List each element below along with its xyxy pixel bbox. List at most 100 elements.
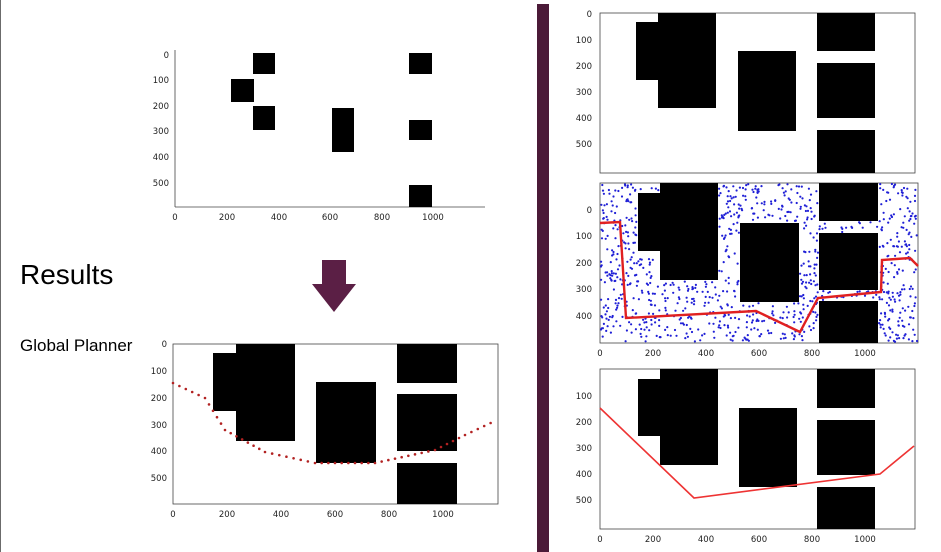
path-dot	[313, 461, 317, 465]
roadmap-dot	[815, 319, 818, 322]
roadmap-dot	[793, 302, 796, 305]
obstacles	[213, 344, 457, 504]
roadmap-dot	[800, 185, 803, 188]
roadmap-dot	[606, 271, 609, 274]
roadmap-dot	[914, 214, 917, 217]
obstacles	[638, 369, 875, 529]
roadmap-dot	[632, 297, 635, 300]
roadmap-dot	[741, 186, 745, 190]
roadmap-dot	[907, 338, 910, 341]
roadmap-dot	[639, 188, 642, 191]
roadmap-dot	[771, 312, 774, 315]
roadmap-dot	[713, 336, 716, 339]
roadmap-dot	[607, 318, 610, 321]
roadmap-dot	[664, 328, 667, 331]
obstacle	[316, 382, 376, 463]
roadmap-dot	[914, 217, 917, 220]
roadmap-dot	[669, 283, 672, 287]
roadmap-dot	[633, 262, 636, 265]
roadmap-dot	[612, 288, 615, 291]
results-title: Results	[20, 259, 114, 290]
path-dot	[333, 461, 337, 465]
roadmap-dot	[912, 328, 915, 331]
roadmap-dot	[620, 195, 624, 198]
roadmap-dot	[600, 298, 603, 301]
roadmap-dot	[600, 203, 603, 206]
roadmap-dot	[686, 285, 689, 288]
x-tick-label: 800	[374, 213, 390, 223]
roadmap-dot	[727, 206, 730, 209]
roadmap-dot	[733, 203, 736, 206]
roadmap-dot	[703, 332, 706, 335]
roadmap-dot	[878, 322, 881, 325]
roadmap-dot	[903, 240, 906, 243]
roadmap-dot	[900, 191, 903, 194]
roadmap-dot	[722, 217, 725, 220]
roadmap-dot	[630, 217, 633, 220]
roadmap-dot	[913, 199, 917, 203]
roadmap-dot	[793, 310, 796, 313]
path-dot	[306, 460, 310, 463]
obstacle	[817, 63, 875, 118]
roadmap-dot	[672, 291, 675, 294]
roadmap-dot	[799, 320, 802, 323]
roadmap-dot	[648, 261, 652, 264]
roadmap-dot	[798, 333, 801, 336]
obstacle	[397, 344, 457, 383]
roadmap-dot	[737, 326, 740, 329]
roadmap-dot	[903, 215, 906, 218]
roadmap-dot	[634, 226, 637, 229]
roadmap-dot	[642, 318, 645, 321]
roadmap-dot	[611, 316, 614, 319]
roadmap-dot	[812, 280, 815, 283]
roadmap-dot	[701, 334, 704, 337]
roadmap-dot	[900, 245, 903, 248]
roadmap-dot	[639, 258, 642, 261]
roadmap-dot	[906, 207, 909, 210]
roadmap-dot	[780, 208, 783, 211]
path-dot	[223, 428, 227, 432]
y-tick-label: 500	[576, 140, 592, 150]
roadmap-dot	[724, 279, 727, 282]
roadmap-dot	[909, 285, 913, 288]
roadmap-dot	[608, 315, 611, 318]
roadmap-dot	[691, 286, 694, 289]
y-tick-label: 100	[153, 76, 169, 86]
roadmap-dot	[631, 309, 634, 312]
roadmap-dot	[728, 227, 731, 230]
x-tick-label: 600	[327, 510, 343, 520]
path-dot	[347, 461, 350, 465]
roadmap-dot	[907, 233, 910, 236]
roadmap-dot	[730, 306, 733, 309]
roadmap-dot	[882, 245, 885, 248]
roadmap-dot	[601, 189, 605, 192]
y-tick-label: 300	[153, 127, 169, 137]
x-tick-label: 0	[172, 213, 177, 223]
roadmap-dot	[650, 275, 653, 278]
roadmap-dot	[689, 327, 692, 330]
x-tick-label: 200	[219, 510, 235, 520]
roadmap-dot	[882, 218, 885, 221]
roadmap-dot	[628, 248, 631, 251]
roadmap-dot	[756, 202, 759, 205]
obstacle	[332, 108, 354, 152]
path-dot	[340, 461, 343, 465]
roadmap-dot	[611, 274, 614, 277]
roadmap-dot	[898, 316, 901, 319]
roadmap-dot	[629, 258, 632, 261]
x-tick-label: 800	[804, 349, 820, 359]
roadmap-dot	[781, 204, 784, 207]
roadmap-dot	[812, 322, 815, 325]
roadmap-dot	[901, 269, 904, 272]
roadmap-dot	[782, 337, 785, 340]
roadmap-dot	[915, 234, 918, 237]
roadmap-dot	[888, 217, 891, 220]
roadmap-dot	[733, 252, 736, 255]
roadmap-dot	[790, 188, 793, 191]
roadmap-dot	[606, 325, 609, 328]
roadmap-dot	[600, 237, 604, 240]
global-planner-label: Global Planner	[20, 336, 133, 355]
y-tick-label: 0	[164, 51, 169, 61]
roadmap-dot	[805, 287, 808, 290]
x-tick-label: 200	[645, 535, 661, 545]
